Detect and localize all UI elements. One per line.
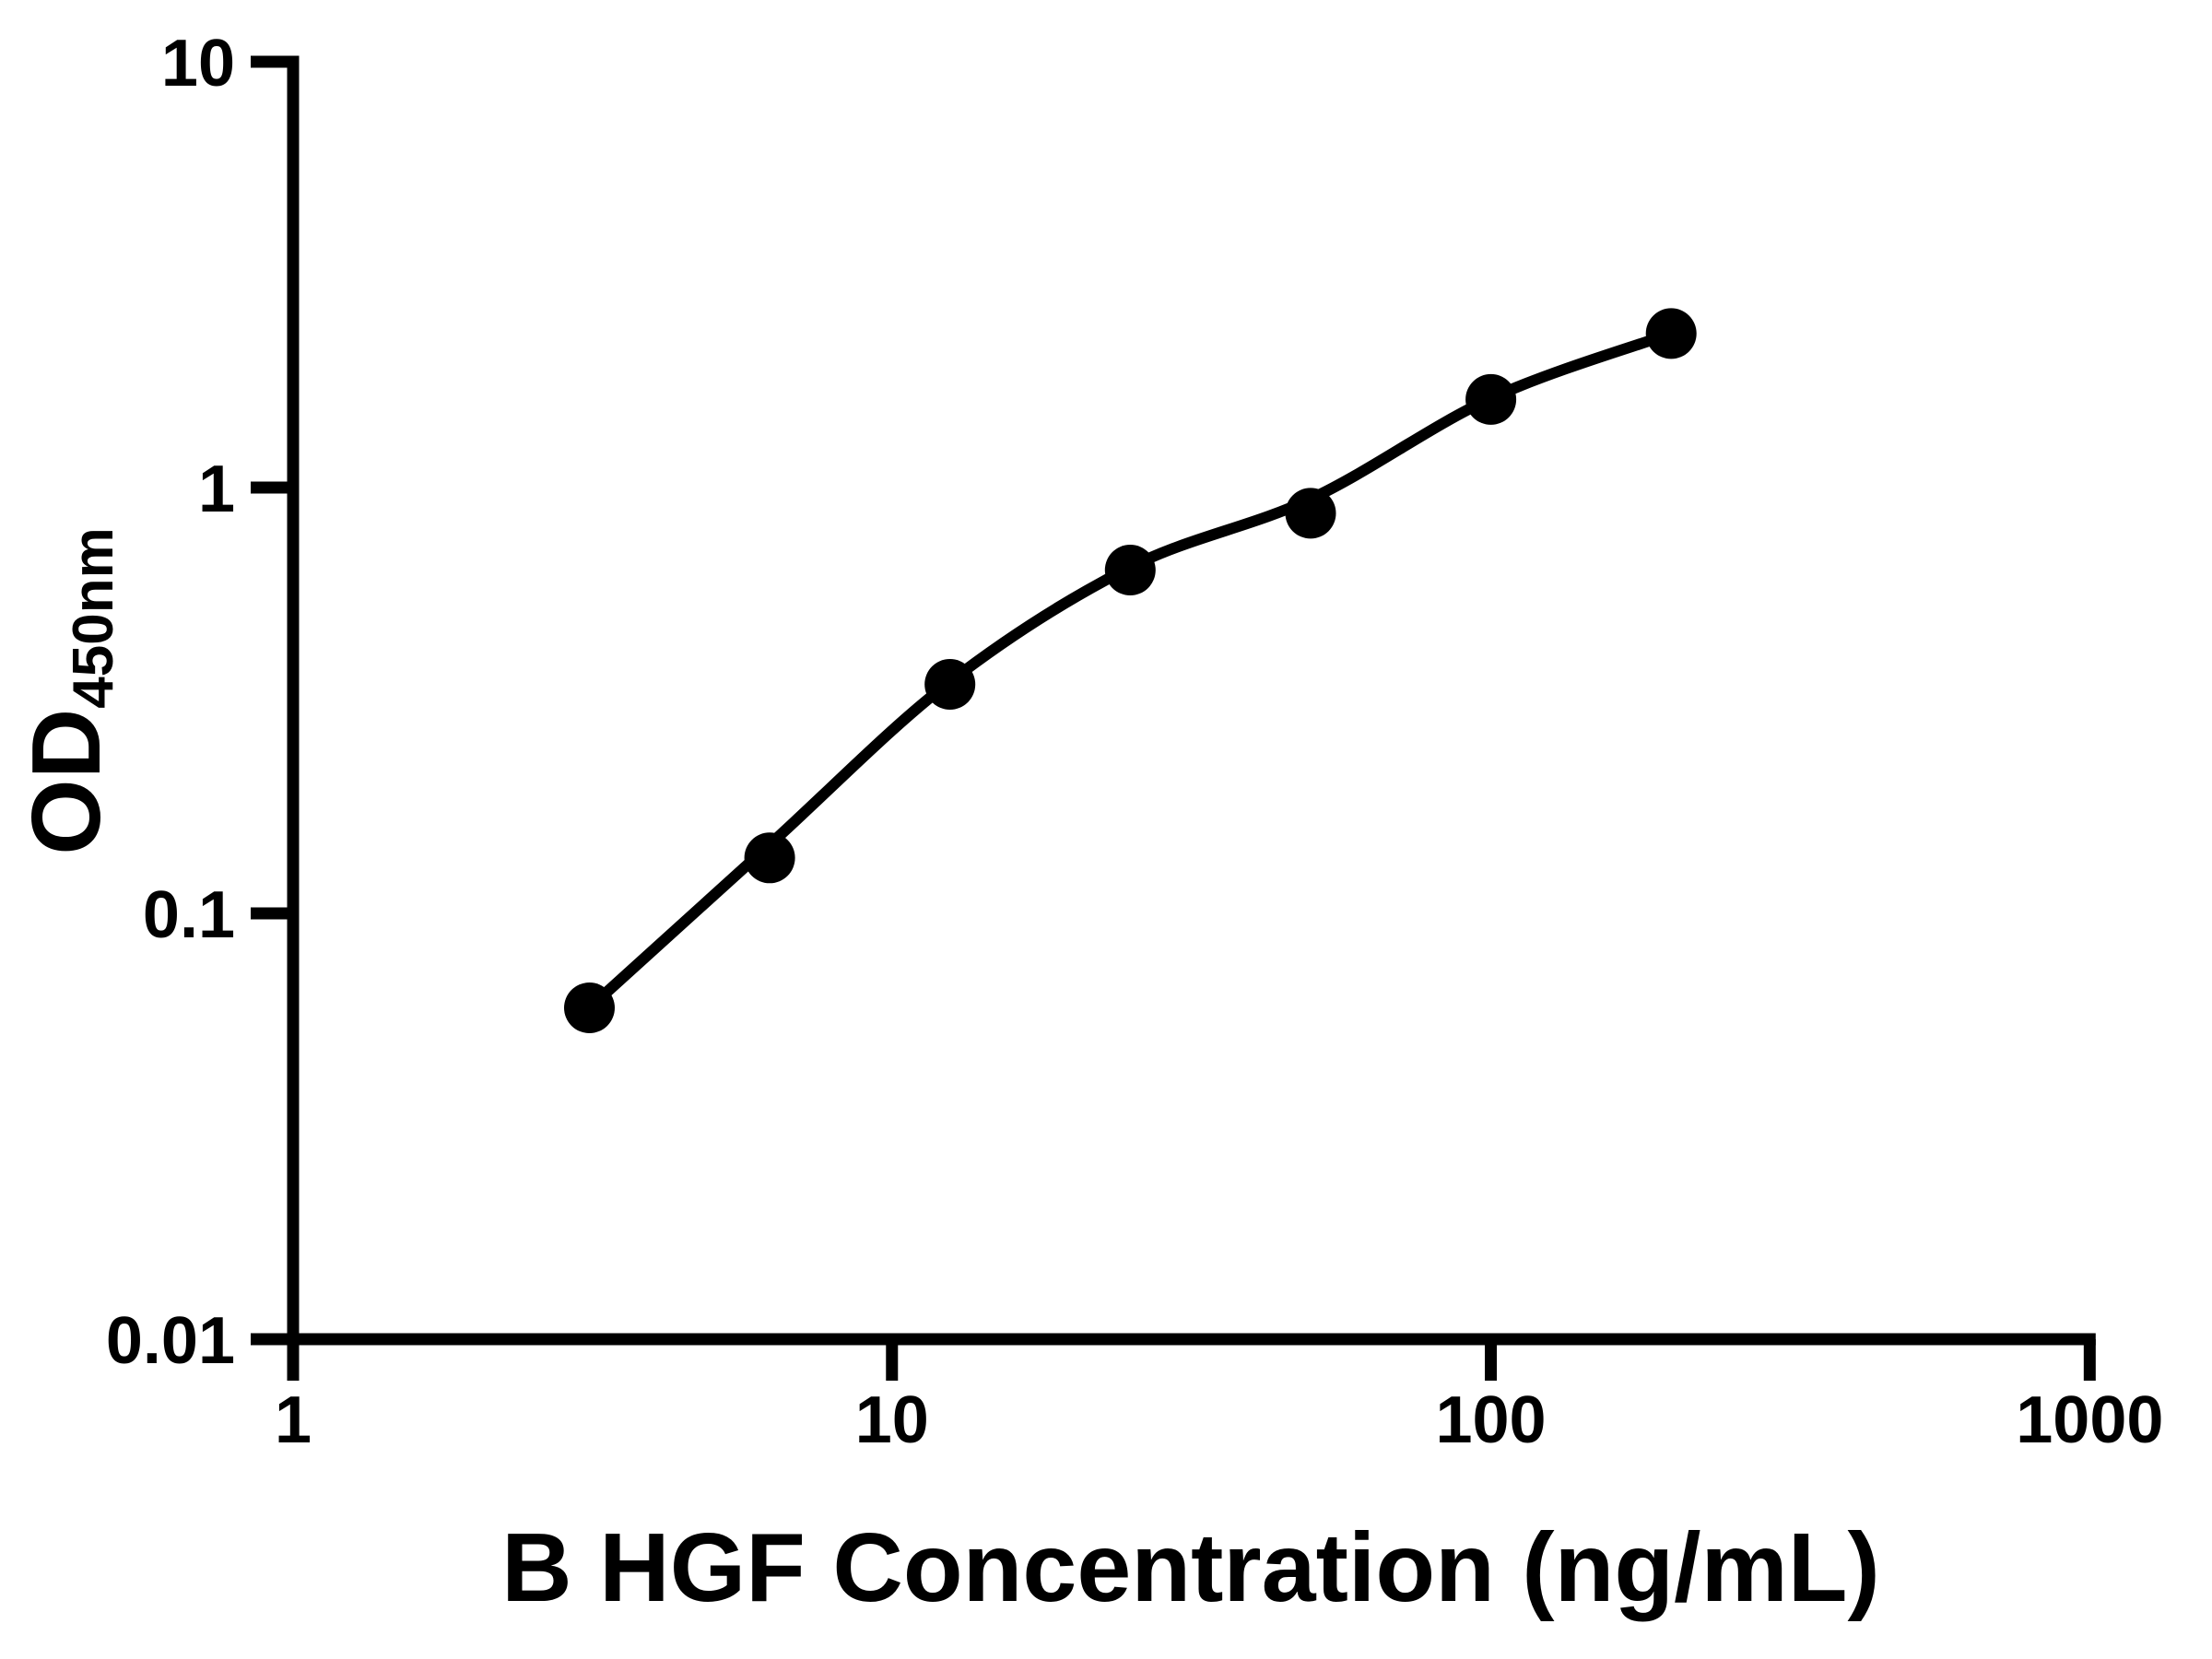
x-tick-label-100: 100 [1435,1383,1546,1457]
data-point-25ng [1104,545,1156,595]
data-point-3.125ng [564,982,615,1033]
svg-text:OD450nm: OD450nm [12,527,125,854]
y-tick-label-1: 1 [198,453,235,526]
fit-curve-group [583,327,1677,1014]
data-point-50ng [1285,488,1336,539]
y-tick-label-10: 10 [161,27,235,100]
y-axis-title-subscript: 450nm [62,527,125,708]
data-point-12.5ng [924,659,976,710]
x-axis-title: B HGF Concentration (ng/mL) [501,1513,1880,1622]
y-axis-title-main: OD [12,709,121,855]
x-tick-label-1000: 1000 [2016,1383,2163,1457]
y-ticks-group: 10 1 0.1 0.01 [106,27,293,1378]
y-axis-title: OD450nm [12,527,125,854]
data-points-group [564,308,1697,1033]
y-tick-label-0.01: 0.01 [106,1304,235,1378]
x-ticks-group: 1 10 100 1000 [275,1339,2163,1457]
data-point-6.25ng [744,832,795,884]
data-point-200ng [1645,308,1697,359]
x-tick-label-10: 10 [855,1383,929,1457]
y-tick-label-0.1: 0.1 [143,878,235,952]
data-point-100ng [1465,373,1517,425]
fit-curve [583,327,1677,1014]
x-tick-label-1: 1 [275,1383,312,1457]
